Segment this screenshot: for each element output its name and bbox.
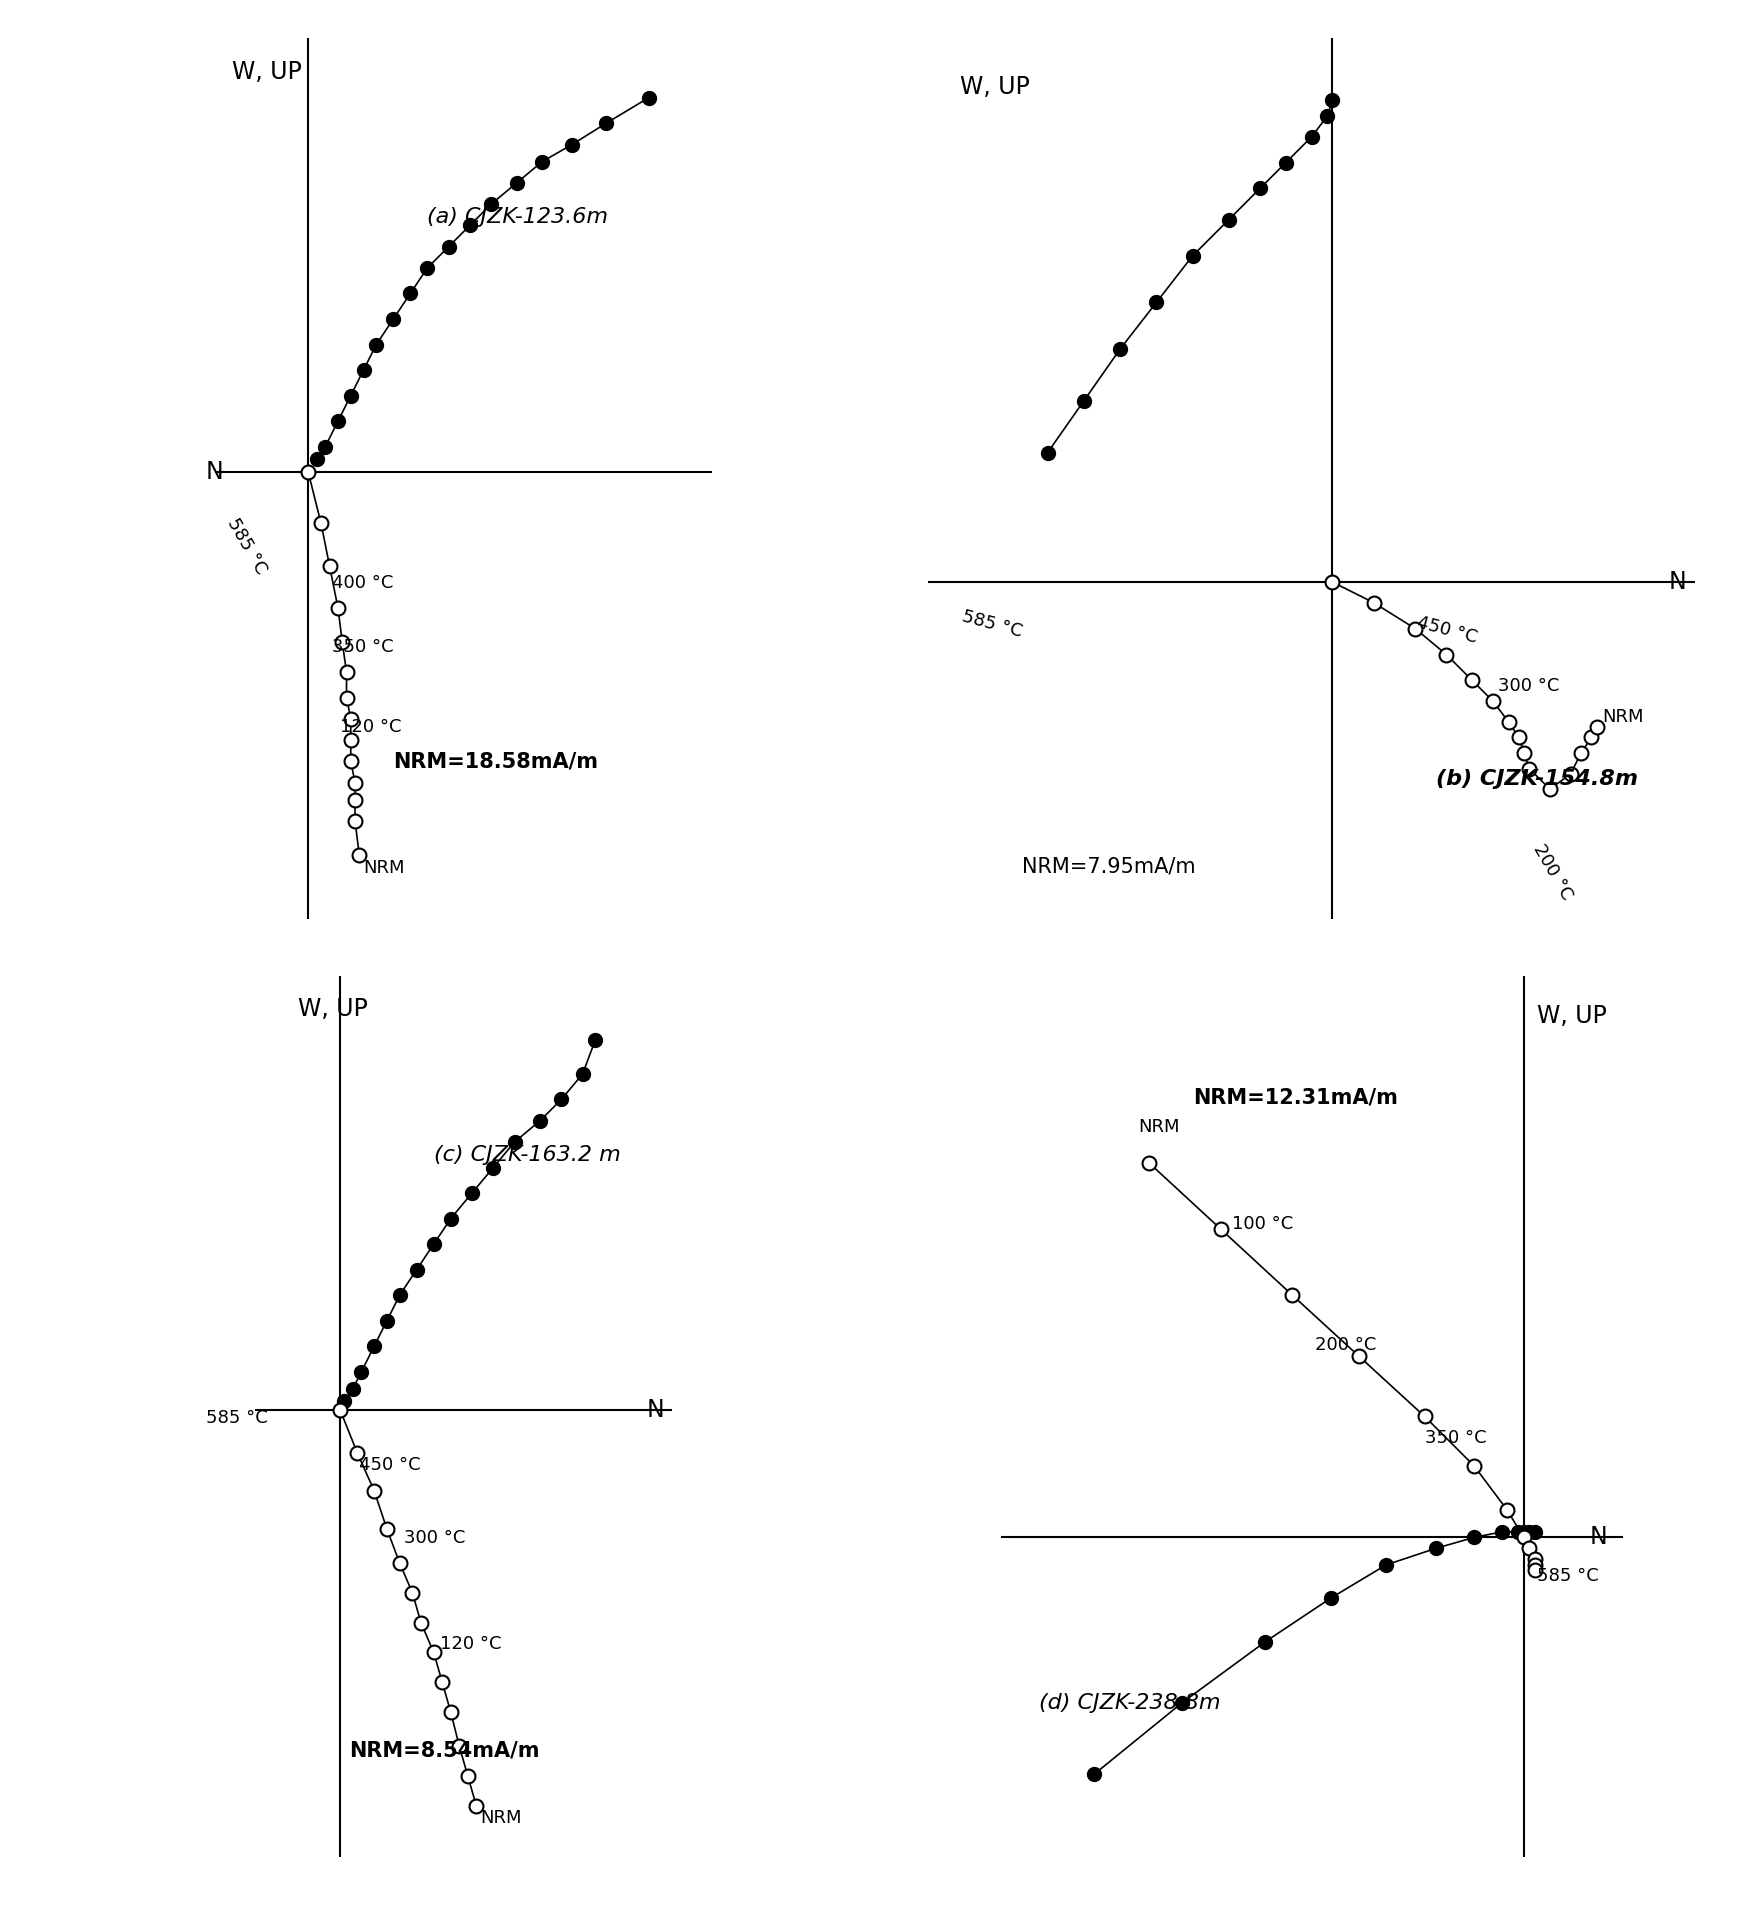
Text: N: N — [205, 459, 224, 484]
Text: (b) CJZK-154.8m: (b) CJZK-154.8m — [1435, 769, 1638, 789]
Text: 400 °C: 400 °C — [332, 574, 393, 591]
Text: NRM: NRM — [481, 1809, 521, 1828]
Text: 100 °C: 100 °C — [1231, 1215, 1292, 1233]
Text: N: N — [1589, 1525, 1606, 1550]
Text: 300 °C: 300 °C — [1498, 678, 1559, 695]
Text: N: N — [1668, 570, 1685, 593]
Text: 200 °C: 200 °C — [1314, 1336, 1376, 1353]
Text: W, UP: W, UP — [231, 59, 301, 84]
Text: 585 °C: 585 °C — [960, 609, 1023, 641]
Text: 200 °C: 200 °C — [1528, 840, 1575, 903]
Text: 450 °C: 450 °C — [358, 1457, 421, 1474]
Text: N: N — [647, 1397, 664, 1422]
Text: NRM: NRM — [364, 859, 406, 877]
Text: (c) CJZK-163.2 m: (c) CJZK-163.2 m — [434, 1145, 621, 1166]
Text: (a) CJZK-123.6m: (a) CJZK-123.6m — [427, 207, 608, 228]
Text: NRM: NRM — [1601, 708, 1643, 725]
Text: NRM=18.58mA/m: NRM=18.58mA/m — [393, 752, 598, 771]
Text: NRM=8.54mA/m: NRM=8.54mA/m — [348, 1740, 538, 1761]
Text: 585 °C: 585 °C — [206, 1409, 267, 1428]
Text: 120 °C: 120 °C — [339, 718, 402, 737]
Text: W, UP: W, UP — [960, 75, 1030, 98]
Text: NRM=7.95mA/m: NRM=7.95mA/m — [1021, 857, 1194, 877]
Text: W, UP: W, UP — [1536, 1003, 1606, 1028]
Text: 350 °C: 350 °C — [1423, 1430, 1486, 1447]
Text: W, UP: W, UP — [297, 997, 367, 1022]
Text: 585 °C: 585 °C — [224, 515, 269, 578]
Text: (d) CJZK-238.8m: (d) CJZK-238.8m — [1038, 1692, 1220, 1713]
Text: 585 °C: 585 °C — [1536, 1568, 1598, 1585]
Text: 350 °C: 350 °C — [332, 637, 393, 655]
Text: 120 °C: 120 °C — [440, 1635, 502, 1654]
Text: 300 °C: 300 °C — [404, 1529, 465, 1547]
Text: 450 °C: 450 °C — [1414, 612, 1479, 647]
Text: NRM: NRM — [1138, 1118, 1180, 1135]
Text: NRM=12.31mA/m: NRM=12.31mA/m — [1192, 1087, 1397, 1106]
